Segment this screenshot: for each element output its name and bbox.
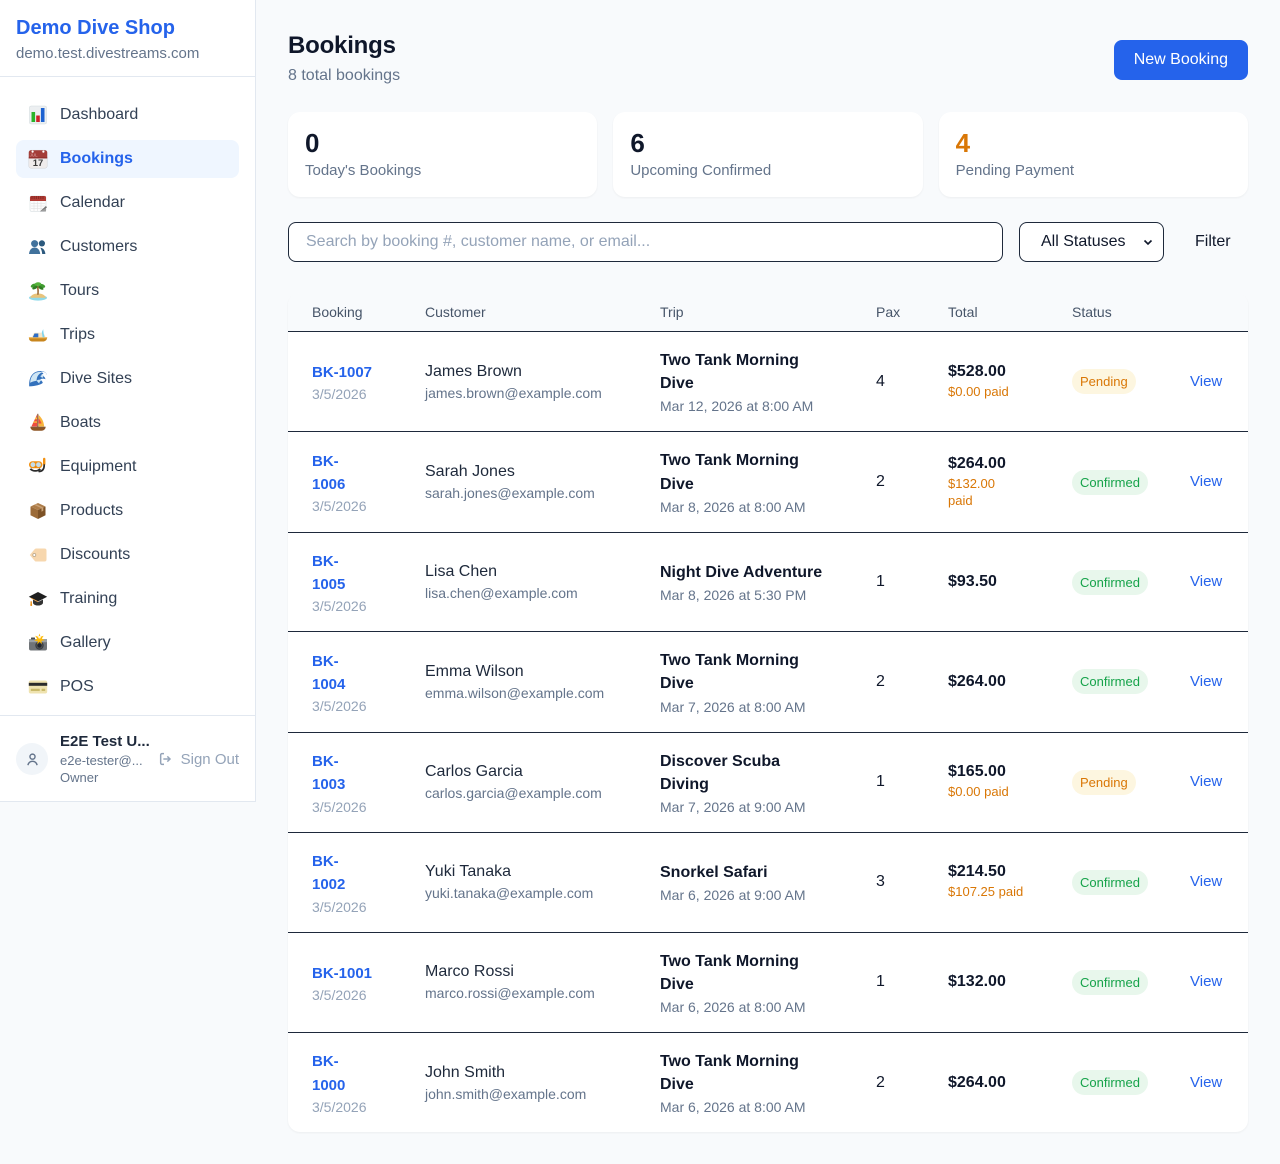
svg-text:17: 17 <box>33 157 43 168</box>
svg-text:JUL: JUL <box>30 153 38 158</box>
